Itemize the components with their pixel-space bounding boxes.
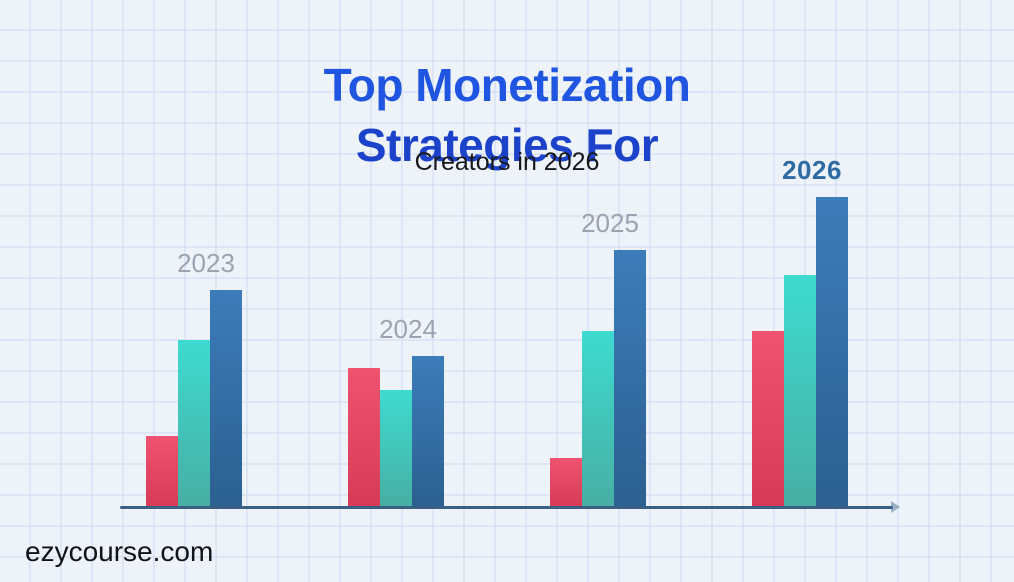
bar-2025-teal [582,331,614,508]
bar-2026-red [752,331,784,508]
category-label-2026: 2026 [782,155,842,185]
page-subtitle: Creators in 2026 [414,148,600,176]
x-axis-line [120,506,893,509]
bar-2025-red [550,458,582,508]
title-line2: Strategies For [355,118,659,171]
category-label-2025: 2025 [581,208,639,238]
bar-2024-red [348,368,380,508]
bar-2023-blue [210,290,242,508]
bar-2024-blue [412,356,444,508]
bar-2024-teal [380,390,412,508]
page-title: Top Monetization Strategies For [0,55,1014,175]
bar-2023-red [146,436,178,508]
title-line1: Top Monetization [323,58,691,111]
category-label-2024: 2024 [379,314,437,344]
bar-2026-blue [816,197,848,508]
x-axis-arrowhead-icon [891,501,900,513]
category-label-2023: 2023 [177,248,235,278]
bar-2026-teal [784,275,816,508]
watermark-ezycourse: ezycourse.com [25,536,214,567]
bar-2025-blue [614,250,646,508]
bar-2023-teal [178,340,210,508]
